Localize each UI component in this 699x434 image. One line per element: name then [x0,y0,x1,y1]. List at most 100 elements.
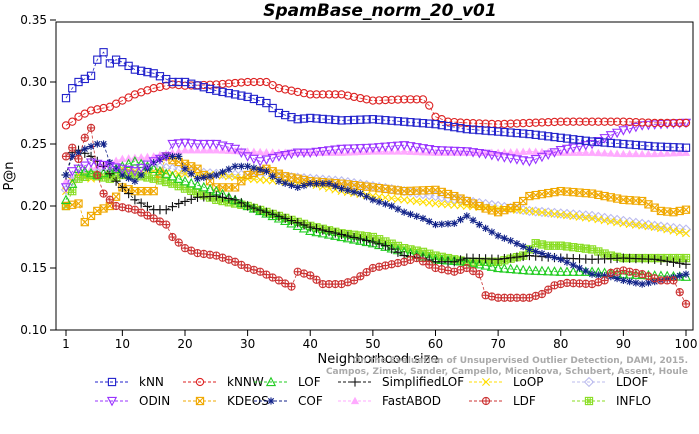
data-point-knn [650,142,659,151]
data-point-simplifiedlof [249,203,259,213]
data-point-simplifiedlof [299,220,309,230]
data-point-knnw [243,77,252,87]
data-point-lof [511,264,523,274]
data-point-lof [298,222,310,233]
data-point-knn [243,92,252,102]
data-point-odin [330,145,341,156]
data-point-knnw [331,90,340,99]
legend-item-knnw: kNNW [183,375,264,389]
data-point-knn [331,115,340,125]
data-point-fastabod [400,147,409,155]
data-point-lof [499,263,510,273]
data-point-simplifiedlof [142,201,153,212]
data-point-cof [444,220,452,228]
data-point-ldof [524,205,535,217]
data-point-knn [230,90,240,99]
data-point-knnw [255,77,265,87]
data-point-knn [431,120,440,129]
data-point-odin [593,136,604,147]
legend-item-knn: kNN [95,375,164,389]
data-point-fastabod [638,149,647,158]
data-point-odin [361,143,372,154]
data-point-odin [367,143,378,154]
data-point-odin [79,161,90,172]
data-point-lof [198,181,209,192]
data-point-knn [180,77,190,87]
data-point-knn [681,143,691,152]
data-point-odin [524,157,535,167]
data-point-knn [343,116,352,125]
data-point-knnw [287,86,296,95]
data-point-odin [117,164,128,175]
legend-item-inflo: INFLO [572,394,651,408]
legend-marker-cof [267,397,275,405]
data-point-simplifiedlof [268,209,278,219]
data-point-knn [155,72,165,81]
data-point-knn [612,139,622,148]
data-point-knnw [412,95,421,104]
data-point-knnw [343,91,352,100]
data-point-cof [438,220,446,228]
data-point-knnw [531,118,540,127]
data-point-ldf [425,260,434,269]
data-point-knnw [581,117,590,126]
data-point-knn [437,121,446,130]
data-point-knn [425,119,434,128]
data-point-cof [125,174,133,182]
data-point-knnw [212,80,221,89]
data-point-cof [406,210,415,218]
data-point-odin [580,141,591,151]
series-cof [62,140,690,288]
data-point-loop [606,217,615,226]
data-point-cof [168,152,177,160]
data-point-knn [349,115,359,125]
data-point-lof [574,266,585,276]
legend-item-kdeos: KDEOS [183,394,269,408]
legend-marker-odin [106,396,118,407]
data-point-knn [550,132,559,142]
data-point-odin [198,139,209,150]
data-point-odin [561,144,573,155]
data-point-knnw [544,118,553,127]
data-point-knnw [306,90,315,99]
data-point-knn [638,141,647,150]
x-tick-label: 40 [303,337,318,351]
data-point-odin [424,145,435,155]
data-point-lof [267,210,278,221]
data-point-ldf [306,271,315,280]
data-point-knnw [149,84,158,93]
data-point-simplifiedlof [111,176,121,186]
data-point-knnw [462,118,471,128]
data-point-odin [611,128,623,139]
series-line-loop [65,168,687,234]
x-tick-label: 100 [675,337,698,351]
data-point-simplifiedlof [311,223,322,234]
data-point-ldf [174,238,183,247]
data-point-cof [237,162,245,170]
legend-marker-simplifiedlof [350,377,360,387]
data-point-odin [417,144,429,154]
data-point-knnw [293,87,302,97]
legend-label: SimplifiedLOF [382,375,464,389]
data-point-cof [682,270,690,278]
data-point-knnw [681,118,691,128]
data-point-knn [143,67,152,77]
data-point-cof [231,162,239,170]
data-point-odin [123,165,134,176]
data-point-simplifiedlof [493,254,503,264]
legend-item-cof: COF [254,394,323,408]
data-point-knn [374,115,384,124]
data-point-odin [154,154,166,165]
data-point-lof [374,239,385,250]
data-point-lof [505,263,516,274]
x-tick-label: 30 [240,337,255,351]
legend-label: FastABOD [382,394,441,408]
data-point-simplifiedlof [380,241,390,251]
y-tick-label: 0.30 [20,75,47,89]
data-point-knnw [512,119,522,128]
data-point-knn [493,127,503,136]
data-point-knnw [500,119,509,129]
data-point-knnw [324,90,334,99]
data-point-odin [129,167,141,177]
data-point-ldf [99,189,108,198]
